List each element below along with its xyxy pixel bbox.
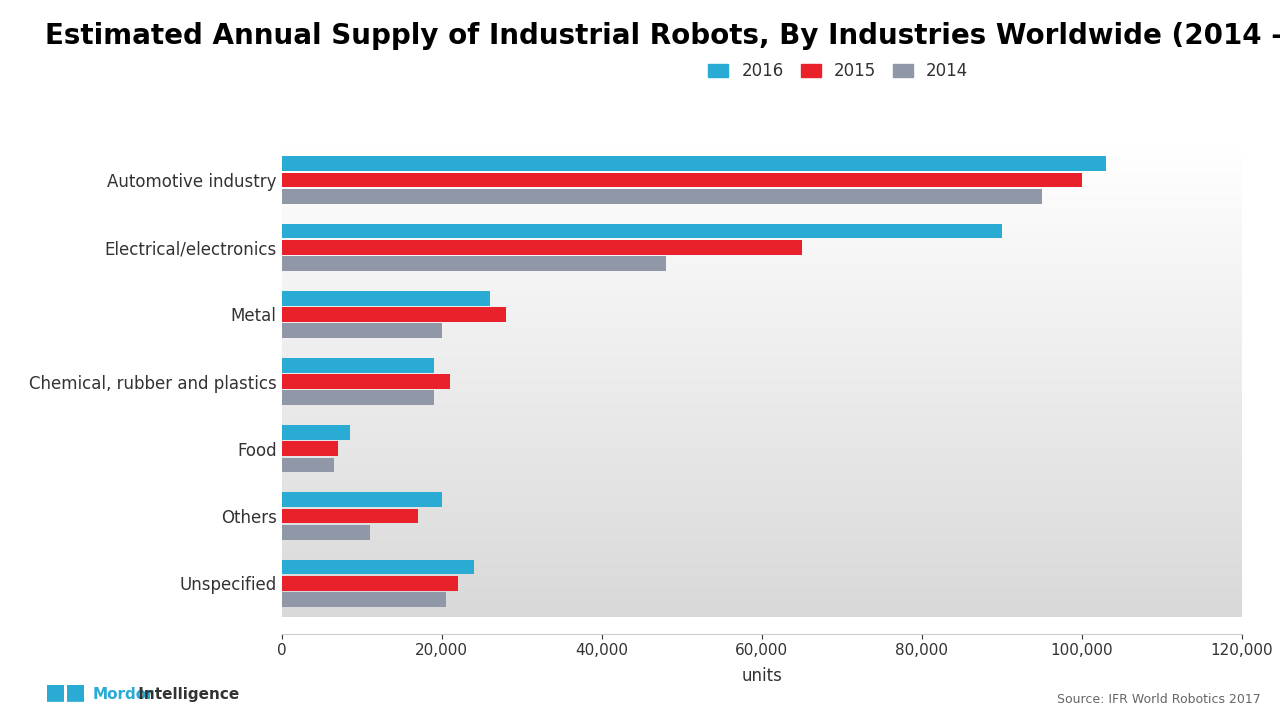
Text: Source: IFR World Robotics 2017: Source: IFR World Robotics 2017 [1057, 693, 1261, 706]
Bar [282, 256, 666, 271]
Bar [282, 307, 506, 322]
Bar [282, 390, 434, 405]
Text: ■■: ■■ [45, 682, 87, 702]
Text: Intelligence: Intelligence [133, 687, 239, 702]
Text: Estimated Annual Supply of Industrial Robots, By Industries Worldwide (2014 - 20: Estimated Annual Supply of Industrial Ro… [45, 22, 1280, 50]
Bar [282, 156, 1106, 171]
Bar [282, 492, 442, 508]
Bar [282, 441, 338, 456]
Bar [282, 508, 417, 523]
Text: Mordor: Mordor [92, 687, 154, 702]
Bar [282, 173, 1082, 187]
Bar [282, 358, 434, 373]
Bar [282, 224, 1002, 238]
Bar [282, 189, 1042, 204]
Bar [282, 576, 458, 590]
Bar [282, 525, 370, 539]
Bar [282, 592, 445, 607]
X-axis label: units: units [741, 667, 782, 685]
Bar [282, 374, 449, 389]
Bar [282, 426, 349, 440]
Bar [282, 323, 442, 338]
Bar [282, 291, 490, 306]
Bar [282, 559, 474, 575]
Bar [282, 457, 334, 472]
Bar [282, 240, 801, 255]
Legend: 2016, 2015, 2014: 2016, 2015, 2014 [703, 58, 974, 85]
